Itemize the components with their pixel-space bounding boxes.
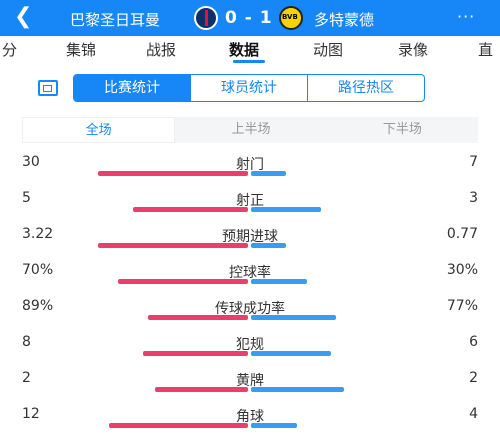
home-team-name[interactable]: 巴黎圣日耳曼 — [70, 11, 161, 29]
period-selector: 全场 上半场 下半场 — [22, 117, 478, 143]
stat-away-bar — [251, 423, 297, 428]
bvb-crest-icon[interactable] — [279, 6, 303, 30]
stat-label: 射门 — [236, 157, 264, 173]
match-tabs: 分 集锦 战报 数据 动图 录像 直 — [0, 36, 500, 64]
stat-home-value: 70% — [22, 262, 54, 278]
tab-data[interactable]: 数据 — [229, 41, 260, 59]
stat-home-value: 2 — [22, 370, 31, 386]
tab-partial-left[interactable]: 分 — [2, 41, 18, 59]
stat-away-value: 4 — [469, 406, 478, 422]
chevron-left-icon[interactable]: ❮ — [14, 4, 33, 29]
stat-away-value: 2 — [469, 370, 478, 386]
stat-row: 70% 控球率 30% — [0, 262, 500, 298]
stat-label: 预期进球 — [222, 229, 278, 245]
stat-label: 传球成功率 — [215, 301, 285, 317]
stat-away-value: 3 — [469, 190, 478, 206]
stat-away-bar — [251, 279, 307, 284]
stat-away-bar — [251, 315, 336, 320]
tab-report[interactable]: 战报 — [146, 41, 177, 59]
segment-match-stats[interactable]: 比赛统计 — [74, 75, 191, 101]
stat-label: 黄牌 — [236, 373, 264, 389]
stat-label: 角球 — [236, 409, 264, 425]
stat-away-value: 7 — [469, 154, 478, 170]
stat-home-bar — [98, 243, 248, 248]
stat-row: 5 射正 3 — [0, 190, 500, 226]
stat-away-value: 6 — [469, 334, 478, 350]
more-options-icon[interactable]: ··· — [457, 7, 476, 26]
tab-partial-right[interactable]: 直 — [478, 41, 494, 59]
match-header: ❮ 巴黎圣日耳曼 0 - 1 多特蒙德 ··· — [0, 0, 500, 36]
stat-away-bar — [251, 207, 321, 212]
period-second-half[interactable]: 下半场 — [382, 122, 422, 137]
stat-home-value: 12 — [22, 406, 40, 422]
period-first-half[interactable]: 上半场 — [231, 122, 271, 137]
stat-row: 12 角球 4 — [0, 406, 500, 440]
stat-row: 89% 传球成功率 77% — [0, 298, 500, 334]
stat-home-value: 89% — [22, 298, 54, 314]
share-image-icon[interactable] — [38, 80, 58, 96]
stat-row: 3.22 预期进球 0.77 — [0, 226, 500, 262]
stat-home-bar — [155, 387, 248, 392]
segment-player-stats[interactable]: 球员统计 — [191, 75, 308, 101]
stat-home-bar — [148, 315, 248, 320]
stat-label: 犯规 — [236, 337, 264, 353]
away-team-name[interactable]: 多特蒙德 — [314, 11, 375, 29]
stat-label: 射正 — [236, 193, 264, 209]
stat-away-value: 77% — [446, 298, 478, 314]
active-tab-indicator — [233, 60, 265, 63]
stat-away-bar — [251, 243, 286, 248]
stat-away-bar — [251, 387, 344, 392]
stat-away-value: 0.77 — [446, 226, 478, 242]
match-score: 0 - 1 — [225, 8, 273, 28]
stat-away-value: 30% — [446, 262, 478, 278]
stat-home-bar — [118, 279, 248, 284]
stat-home-bar — [143, 351, 248, 356]
stat-home-value: 5 — [22, 190, 31, 206]
tab-replay[interactable]: 录像 — [398, 41, 429, 59]
stat-home-bar — [133, 207, 248, 212]
stat-away-bar — [251, 351, 331, 356]
stat-label: 控球率 — [229, 265, 271, 281]
stat-home-value: 8 — [22, 334, 31, 350]
stats-segment-control: 比赛统计 球员统计 路径热区 — [73, 74, 425, 102]
stat-away-bar — [251, 171, 286, 176]
period-full-match[interactable]: 全场 — [22, 117, 176, 143]
tab-gifs[interactable]: 动图 — [313, 41, 344, 59]
stat-row: 30 射门 7 — [0, 154, 500, 190]
stat-row: 2 黄牌 2 — [0, 370, 500, 406]
tab-highlights[interactable]: 集锦 — [66, 41, 97, 59]
stat-row: 8 犯规 6 — [0, 334, 500, 370]
stat-home-value: 3.22 — [22, 226, 54, 242]
psg-crest-icon[interactable] — [194, 6, 218, 30]
stat-home-bar — [109, 423, 248, 428]
stat-home-value: 30 — [22, 154, 40, 170]
segment-heatmap[interactable]: 路径热区 — [338, 80, 394, 96]
stat-home-bar — [98, 171, 248, 176]
